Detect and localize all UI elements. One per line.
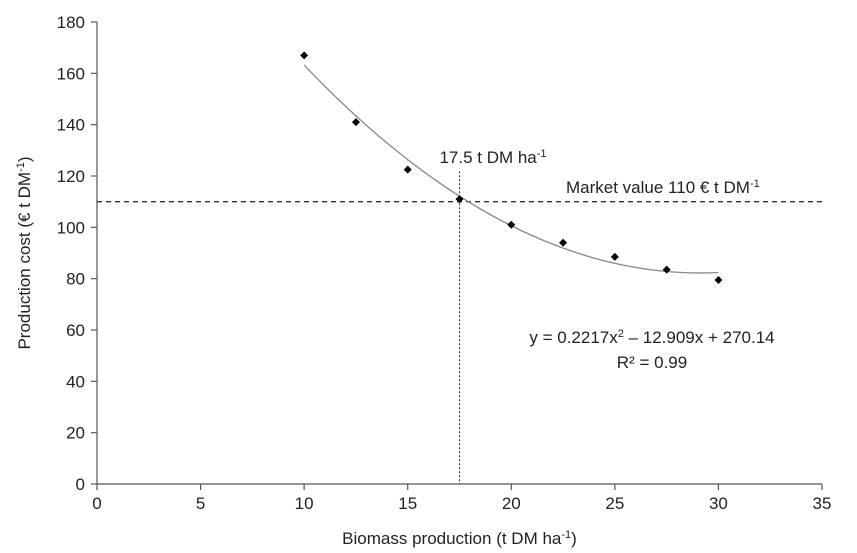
break-even-label: 17.5 t DM ha-1 <box>439 148 546 167</box>
y-tick-label: 80 <box>66 270 85 289</box>
y-tick-label: 60 <box>66 321 85 340</box>
data-point <box>610 252 619 261</box>
y-tick-label: 40 <box>66 372 85 391</box>
x-tick-label: 0 <box>92 494 101 513</box>
trendline <box>303 64 719 274</box>
x-tick-label: 25 <box>605 494 624 513</box>
y-tick-label: 120 <box>57 167 85 186</box>
x-tick-label: 30 <box>709 494 728 513</box>
y-ticks: 0 20 40 60 80 100 120 140 160 180 <box>57 13 97 494</box>
data-point <box>714 275 723 284</box>
data-point <box>403 165 412 174</box>
x-tick-label: 15 <box>398 494 417 513</box>
y-tick-label: 100 <box>57 218 85 237</box>
market-value-label: Market value 110 € t DM-1 <box>566 178 760 197</box>
x-axis-title: Biomass production (t DM ha-1) <box>342 529 577 548</box>
x-tick-label: 5 <box>196 494 205 513</box>
y-tick-label: 0 <box>76 475 85 494</box>
data-point <box>351 118 360 127</box>
y-axis-title: Production cost (€ t DM-1) <box>15 156 34 349</box>
x-ticks: 0 5 10 15 20 25 30 35 <box>92 484 831 513</box>
y-tick-label: 140 <box>57 116 85 135</box>
data-point <box>507 220 516 229</box>
x-tick-label: 35 <box>813 494 832 513</box>
y-tick-label: 20 <box>66 424 85 443</box>
x-tick-label: 20 <box>502 494 521 513</box>
r-squared-label: R² = 0.99 <box>617 353 687 372</box>
data-points <box>300 51 723 284</box>
data-point <box>559 238 568 247</box>
data-point <box>300 51 309 60</box>
data-point <box>662 265 671 274</box>
y-tick-label: 180 <box>57 13 85 32</box>
data-point <box>455 195 464 204</box>
trendline-equation: y = 0.2217x2 – 12.909x + 270.14 <box>529 328 774 347</box>
x-tick-label: 10 <box>295 494 314 513</box>
y-tick-label: 160 <box>57 64 85 83</box>
